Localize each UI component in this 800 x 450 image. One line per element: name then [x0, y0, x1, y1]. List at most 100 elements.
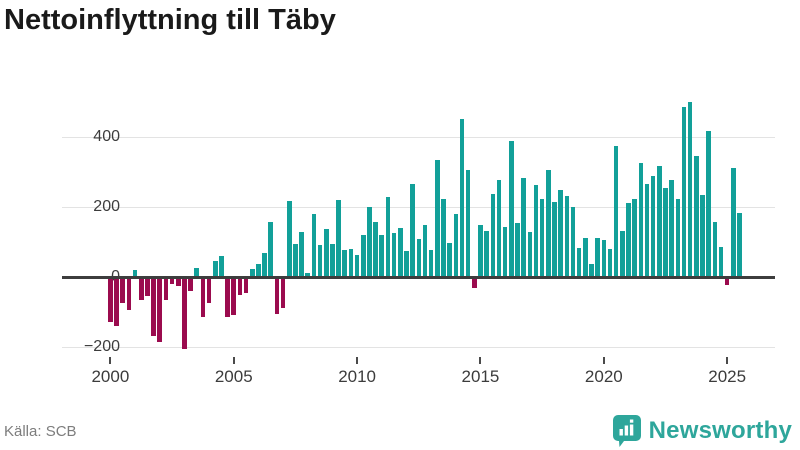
bar-2024Q2 — [706, 130, 711, 277]
x-axis-label-2015: 2015 — [461, 367, 500, 386]
x-axis-label-2025: 2025 — [708, 367, 747, 386]
y-axis-label-400: 400 — [93, 127, 120, 145]
bar-2006Q2 — [262, 253, 267, 277]
bar-2002Q2 — [163, 278, 169, 300]
gridline-400 — [62, 136, 775, 138]
bar-2002Q4 — [175, 278, 181, 286]
bar-2016Q2 — [509, 141, 514, 277]
bar-2014Q2 — [459, 118, 465, 277]
bar-2017Q1 — [527, 231, 533, 277]
bar-2001Q3 — [145, 278, 150, 297]
bar-2014Q4 — [472, 278, 477, 288]
bar-2022Q4 — [669, 179, 674, 277]
bar-2020Q2 — [607, 248, 613, 277]
bar-2002Q3 — [169, 278, 175, 284]
bar-2020Q4 — [620, 231, 625, 277]
bar-2016Q4 — [521, 178, 526, 277]
bar-2021Q3 — [638, 163, 644, 277]
bar-2019Q1 — [576, 248, 582, 277]
bar-2013Q1 — [428, 249, 434, 277]
bar-2018Q3 — [564, 196, 570, 277]
bar-2004Q4 — [225, 278, 230, 318]
bar-2020Q1 — [601, 240, 607, 277]
bar-2008Q4 — [323, 228, 329, 277]
bar-2007Q3 — [293, 244, 298, 277]
bar-2011Q1 — [379, 235, 385, 277]
bar-2000Q3 — [120, 278, 126, 304]
y-axis-label-200: 200 — [93, 197, 120, 215]
bar-2005Q2 — [237, 278, 243, 295]
bar-2012Q4 — [422, 225, 428, 277]
bar-2013Q3 — [441, 199, 446, 277]
x-axis-label-2000: 2000 — [91, 367, 130, 386]
plot-area: −2000200400200020052010201520202025 — [62, 90, 775, 386]
bar-2024Q3 — [712, 221, 718, 277]
x-axis-label-2020: 2020 — [584, 367, 623, 386]
x-axis-tick-2000 — [109, 357, 112, 364]
bar-2009Q2 — [336, 200, 341, 277]
bar-2017Q4 — [546, 170, 551, 277]
bar-2004Q3 — [219, 255, 224, 277]
gridline-200 — [62, 206, 775, 208]
x-axis-tick-2015 — [479, 357, 482, 364]
bar-2007Q2 — [286, 200, 292, 277]
bar-2025Q2 — [731, 167, 736, 277]
bar-2003Q4 — [200, 278, 206, 318]
bar-2000Q4 — [126, 278, 132, 311]
bar-2006Q3 — [268, 221, 274, 277]
bar-2012Q1 — [404, 251, 409, 277]
bar-2023Q4 — [694, 156, 699, 277]
bar-2014Q3 — [465, 169, 471, 277]
bar-2008Q2 — [311, 214, 317, 277]
bar-2022Q2 — [657, 166, 662, 277]
bar-2022Q3 — [663, 188, 668, 277]
x-axis-label-2010: 2010 — [338, 367, 377, 386]
bar-2001Q1 — [132, 269, 138, 277]
bar-2021Q4 — [644, 183, 650, 277]
bar-2015Q4 — [496, 180, 502, 277]
bar-2016Q3 — [515, 222, 520, 277]
newsworthy-logo: Newsworthy — [612, 414, 792, 447]
zero-axis-line — [62, 275, 775, 279]
bar-2003Q3 — [194, 268, 200, 277]
bar-2019Q2 — [583, 238, 588, 277]
bar-2011Q4 — [397, 227, 403, 277]
bar-2025Q1 — [724, 278, 730, 285]
bar-2011Q2 — [385, 196, 391, 277]
x-axis-tick-2010 — [356, 357, 359, 364]
bar-2007Q1 — [280, 278, 286, 308]
bar-2001Q4 — [151, 278, 156, 337]
bar-2010Q2 — [360, 235, 366, 277]
bar-2004Q1 — [206, 278, 212, 304]
x-axis-label-2005: 2005 — [214, 367, 253, 386]
bar-2025Q3 — [737, 213, 742, 277]
bar-2003Q1 — [182, 278, 187, 349]
bar-2016Q1 — [502, 227, 508, 277]
bar-2011Q3 — [391, 233, 397, 277]
bar-2007Q4 — [299, 232, 304, 277]
x-axis-tick-2025 — [726, 357, 729, 364]
bar-2023Q1 — [675, 198, 681, 277]
bar-2014Q1 — [453, 213, 459, 277]
gridline--200 — [62, 347, 775, 349]
bar-2018Q1 — [552, 201, 557, 277]
bar-2021Q1 — [626, 202, 631, 277]
bar-2018Q2 — [558, 189, 563, 277]
chart-title: Nettoinflyttning till Täby — [4, 4, 336, 36]
bar-2009Q1 — [330, 244, 335, 277]
bar-2017Q3 — [539, 199, 545, 277]
bar-2002Q1 — [157, 278, 163, 342]
bar-2005Q1 — [231, 278, 237, 316]
bar-2024Q4 — [718, 246, 724, 277]
source-note: Källa: SCB — [4, 423, 77, 440]
bar-2008Q1 — [305, 273, 311, 277]
bar-2019Q4 — [595, 238, 600, 277]
bar-2024Q1 — [700, 195, 705, 277]
bar-2023Q2 — [681, 106, 687, 277]
bar-2000Q2 — [114, 278, 119, 326]
newsworthy-wordmark: Newsworthy — [648, 416, 792, 444]
bar-2023Q3 — [687, 102, 693, 277]
bar-2013Q2 — [435, 160, 440, 277]
bar-2003Q2 — [188, 278, 193, 291]
